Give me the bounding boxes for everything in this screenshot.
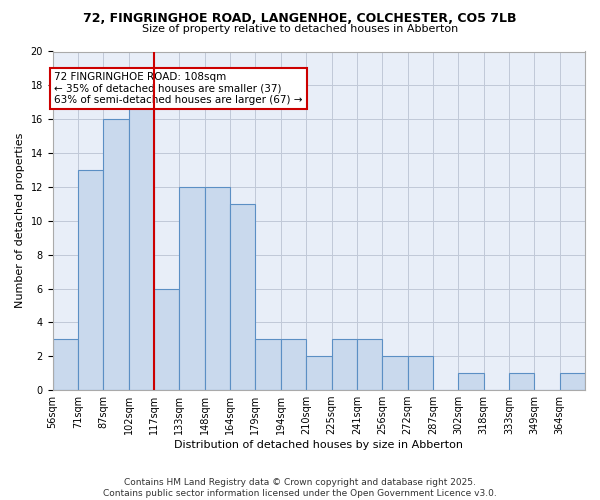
Bar <box>230 204 256 390</box>
Bar <box>407 356 433 390</box>
Bar <box>179 187 205 390</box>
Bar <box>129 102 154 390</box>
Bar <box>154 288 179 390</box>
Bar <box>560 373 585 390</box>
Bar <box>357 340 382 390</box>
Text: Contains HM Land Registry data © Crown copyright and database right 2025.
Contai: Contains HM Land Registry data © Crown c… <box>103 478 497 498</box>
X-axis label: Distribution of detached houses by size in Abberton: Distribution of detached houses by size … <box>175 440 463 450</box>
Bar <box>458 373 484 390</box>
Bar <box>78 170 103 390</box>
Text: 72, FINGRINGHOE ROAD, LANGENHOE, COLCHESTER, CO5 7LB: 72, FINGRINGHOE ROAD, LANGENHOE, COLCHES… <box>83 12 517 26</box>
Text: 72 FINGRINGHOE ROAD: 108sqm
← 35% of detached houses are smaller (37)
63% of sem: 72 FINGRINGHOE ROAD: 108sqm ← 35% of det… <box>54 72 302 105</box>
Bar <box>103 119 129 390</box>
Bar <box>256 340 281 390</box>
Bar <box>306 356 332 390</box>
Bar <box>53 340 78 390</box>
Bar <box>205 187 230 390</box>
Y-axis label: Number of detached properties: Number of detached properties <box>15 133 25 308</box>
Bar <box>382 356 407 390</box>
Bar <box>281 340 306 390</box>
Bar <box>509 373 535 390</box>
Text: Size of property relative to detached houses in Abberton: Size of property relative to detached ho… <box>142 24 458 34</box>
Bar <box>332 340 357 390</box>
